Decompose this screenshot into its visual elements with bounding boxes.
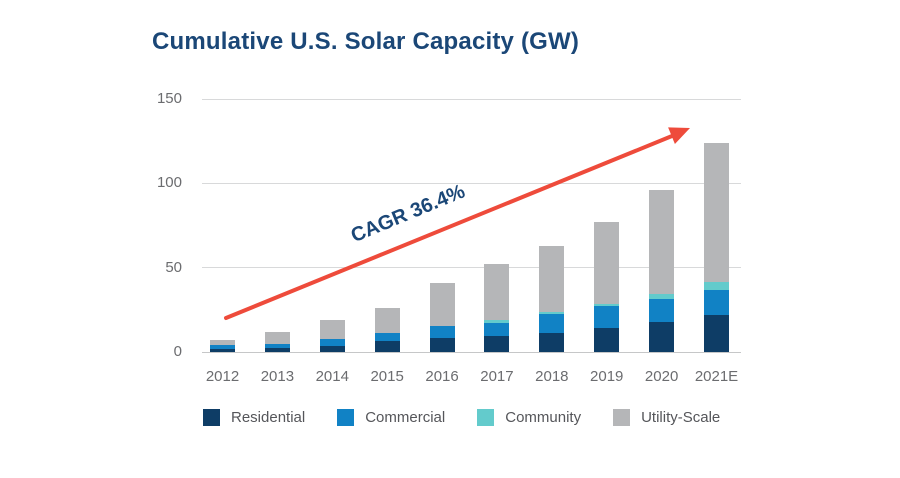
bar-2020 [649,190,675,352]
bar-2013 [264,331,290,352]
bar-segment-commercial-2017 [484,322,510,336]
bar-segment-residential-2013 [264,347,290,352]
legend-item-commercial: Commercial [337,409,445,426]
x-tick-2019: 2019 [590,368,624,385]
bar-segment-commercial-2015 [374,333,400,342]
bar-2015 [374,308,400,352]
gridline-0 [202,351,741,353]
bar-segment-residential-2017 [484,335,510,352]
bar-2018 [539,245,565,352]
x-tick-2015: 2015 [370,368,404,385]
legend-item-utility-scale: Utility-Scale [613,409,720,426]
y-tick-100: 100 [156,174,182,192]
legend-swatch-icon [477,409,495,426]
y-tick-150: 150 [156,90,182,107]
bar-segment-residential-2021E [704,314,729,352]
y-tick-50: 50 [165,258,182,276]
legend-label: Commercial [365,409,446,426]
bar-segment-commercial-2014 [319,338,345,347]
legend-swatch-icon [203,409,220,426]
bar-segment-residential-2018 [539,332,565,352]
x-tick-2021E: 2021E [694,368,739,385]
bar-segment-utility-scale-2020 [649,190,675,294]
bar-segment-commercial-2021E [704,290,729,315]
bar-segment-utility-scale-2012 [210,340,235,346]
bar-segment-commercial-2016 [429,325,455,338]
bar-segment-utility-scale-2018 [539,245,565,312]
bar-segment-utility-scale-2015 [374,308,400,334]
gridline-150 [202,98,741,100]
legend-item-community: Community [477,409,581,426]
bar-segment-commercial-2019 [594,306,620,329]
bar-segment-commercial-2018 [539,314,565,333]
x-tick-2018: 2018 [535,368,569,385]
bar-segment-residential-2020 [649,322,675,352]
x-tick-2017: 2017 [480,368,514,385]
bar-segment-utility-scale-2021E [704,142,729,283]
chart-title: Cumulative U.S. Solar Capacity (GW) [152,28,580,55]
bar-2014 [319,319,345,352]
x-tick-2014: 2014 [315,368,349,385]
legend-label: Utility-Scale [641,409,721,426]
bar-2016 [429,282,455,352]
bar-segment-utility-scale-2013 [264,331,290,344]
bar-segment-residential-2014 [319,346,345,352]
bar-segment-residential-2019 [594,328,620,352]
y-tick-0: 0 [173,343,182,360]
legend-swatch-icon [337,409,355,426]
x-tick-2016: 2016 [425,368,459,385]
bar-segment-commercial-2020 [649,298,675,323]
bar-2021E [704,142,729,352]
bar-segment-utility-scale-2019 [594,222,620,304]
bar-segment-community-2017 [484,320,510,323]
bar-segment-community-2021E [704,282,729,291]
legend-swatch-icon [613,409,631,426]
legend: Residential Commercial Community Utility-Sc… [203,409,720,426]
bar-2017 [484,264,510,352]
x-tick-2013: 2013 [260,368,295,385]
bar-segment-residential-2012 [210,349,235,352]
bar-segment-residential-2015 [374,341,400,352]
bar-segment-residential-2016 [429,337,455,352]
bar-segment-commercial-2012 [210,345,235,350]
bar-segment-utility-scale-2017 [484,264,510,321]
legend-label: Community [505,409,582,426]
x-tick-2020: 2020 [644,368,679,385]
plot-area: 0 50 100 150 2012 2013 2014 2015 2016 2017 2018 20… [157,90,741,385]
legend-label: Residential [231,409,306,426]
bar-2019 [594,222,620,352]
legend-item-residential: Residential [203,409,305,426]
bar-segment-utility-scale-2016 [429,282,455,326]
gridline-100 [202,182,741,184]
bar-segment-commercial-2013 [264,343,290,348]
bar-segment-utility-scale-2014 [319,319,345,339]
bar-2012 [210,340,235,352]
x-tick-2012: 2012 [205,368,240,385]
